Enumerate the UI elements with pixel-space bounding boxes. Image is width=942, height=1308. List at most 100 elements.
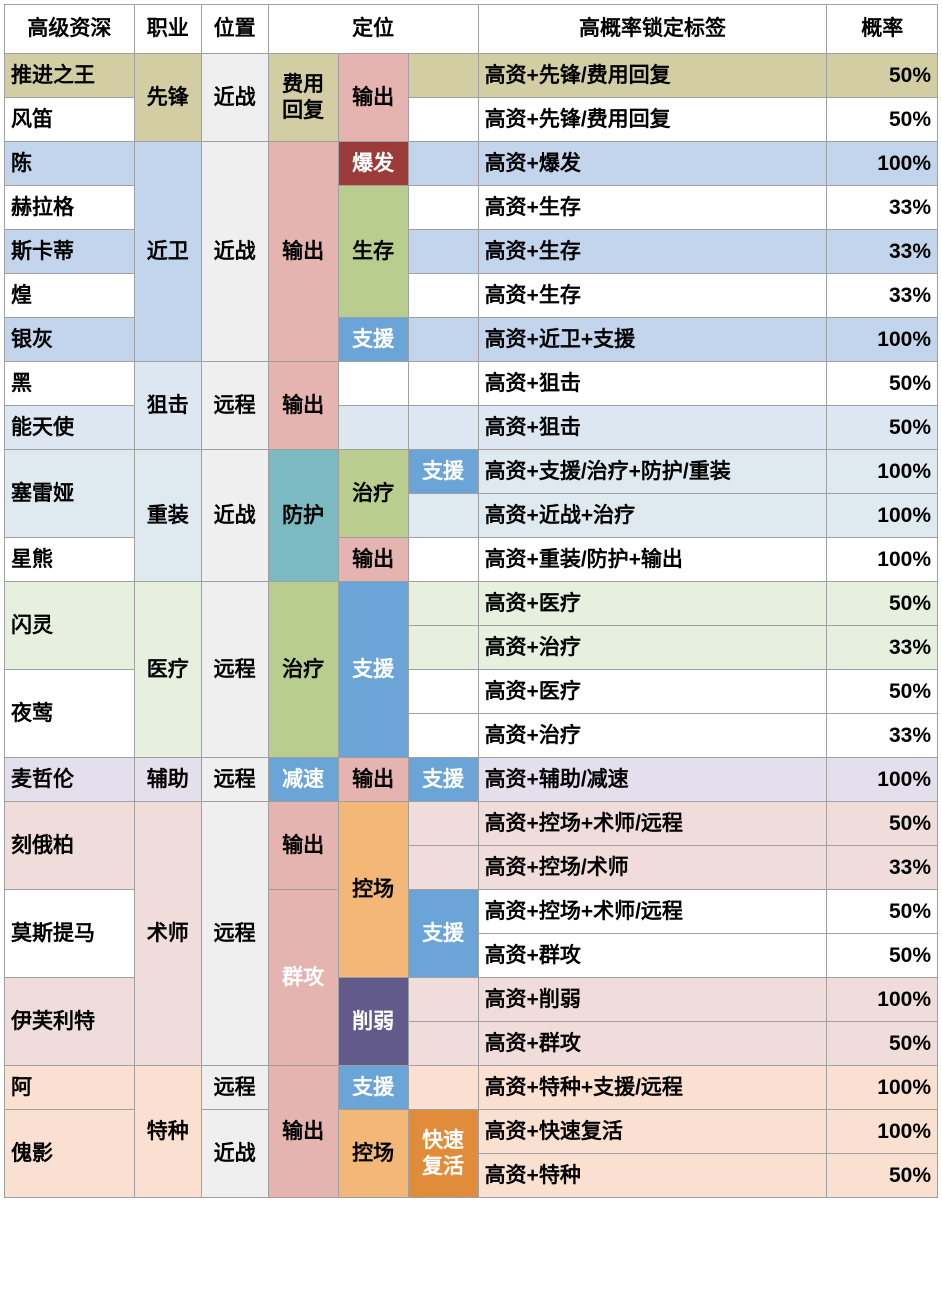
lock-tag: 高资+生存	[478, 186, 827, 230]
probability: 50%	[827, 670, 938, 714]
role-cell-2: 输出	[338, 54, 408, 142]
class-cell: 先锋	[134, 54, 201, 142]
role-cell-1: 减速	[268, 758, 338, 802]
header-row: 高级资深职业位置定位高概率锁定标签概率	[5, 5, 938, 54]
role-cell-2: 输出	[338, 758, 408, 802]
operator-name: 赫拉格	[5, 186, 135, 230]
table-row: 黑狙击远程输出高资+狙击50%	[5, 362, 938, 406]
operator-name: 傀影	[5, 1110, 135, 1198]
lock-tag: 高资+狙击	[478, 362, 827, 406]
lock-tag: 高资+重装/防护+输出	[478, 538, 827, 582]
operator-name: 莫斯提马	[5, 890, 135, 978]
role-cell-3: 支援	[408, 758, 478, 802]
probability: 50%	[827, 98, 938, 142]
table-row: 陈近卫近战输出爆发高资+爆发100%	[5, 142, 938, 186]
role-cell-3	[408, 1066, 478, 1110]
role-cell-2: 生存	[338, 186, 408, 318]
role-cell-3	[408, 978, 478, 1022]
probability: 100%	[827, 758, 938, 802]
role-cell-3: 支援	[408, 450, 478, 494]
class-cell: 特种	[134, 1066, 201, 1198]
lock-tag: 高资+快速复活	[478, 1110, 827, 1154]
probability: 33%	[827, 626, 938, 670]
operator-name: 推进之王	[5, 54, 135, 98]
header-cell: 职业	[134, 5, 201, 54]
role-cell-2: 削弱	[338, 978, 408, 1066]
operator-name: 闪灵	[5, 582, 135, 670]
lock-tag: 高资+特种+支援/远程	[478, 1066, 827, 1110]
class-cell: 辅助	[134, 758, 201, 802]
role-cell-3	[408, 802, 478, 846]
lock-tag: 高资+辅助/减速	[478, 758, 827, 802]
probability: 50%	[827, 1154, 938, 1198]
operator-name: 阿	[5, 1066, 135, 1110]
role-cell-3	[408, 846, 478, 890]
role-cell-3	[408, 230, 478, 274]
role-cell-3	[408, 538, 478, 582]
role-cell-1: 输出	[268, 142, 338, 362]
role-cell-1: 治疗	[268, 582, 338, 758]
probability: 33%	[827, 186, 938, 230]
table-row: 推进之王先锋近战费用回复输出高资+先锋/费用回复50%	[5, 54, 938, 98]
lock-tag: 高资+医疗	[478, 582, 827, 626]
role-cell-2	[338, 362, 408, 406]
role-cell-1: 群攻	[268, 890, 338, 1066]
role-cell-3	[408, 142, 478, 186]
probability: 33%	[827, 274, 938, 318]
role-cell-3	[408, 98, 478, 142]
probability: 50%	[827, 890, 938, 934]
table-row: 阿特种远程输出支援高资+特种+支援/远程100%	[5, 1066, 938, 1110]
lock-tag: 高资+生存	[478, 230, 827, 274]
probability: 50%	[827, 362, 938, 406]
probability: 100%	[827, 450, 938, 494]
probability: 50%	[827, 1022, 938, 1066]
role-cell-3	[408, 54, 478, 98]
probability: 33%	[827, 846, 938, 890]
position-cell: 远程	[201, 802, 268, 1066]
probability: 100%	[827, 142, 938, 186]
position-cell: 远程	[201, 758, 268, 802]
role-cell-1: 输出	[268, 362, 338, 450]
probability: 100%	[827, 494, 938, 538]
lock-tag: 高资+先锋/费用回复	[478, 98, 827, 142]
operator-name: 银灰	[5, 318, 135, 362]
operator-name: 黑	[5, 362, 135, 406]
role-cell-3	[408, 670, 478, 714]
role-cell-3	[408, 494, 478, 538]
table-row: 刻俄柏术师远程输出控场高资+控场+术师/远程50%	[5, 802, 938, 846]
position-cell: 远程	[201, 362, 268, 450]
role-cell-2	[338, 406, 408, 450]
role-cell-3	[408, 274, 478, 318]
lock-tag: 高资+治疗	[478, 626, 827, 670]
lock-tag: 高资+近战+治疗	[478, 494, 827, 538]
lock-tag: 高资+治疗	[478, 714, 827, 758]
role-cell-3	[408, 186, 478, 230]
lock-tag: 高资+先锋/费用回复	[478, 54, 827, 98]
class-cell: 狙击	[134, 362, 201, 450]
operator-name: 刻俄柏	[5, 802, 135, 890]
role-cell-1: 费用回复	[268, 54, 338, 142]
table-row: 闪灵医疗远程治疗支援高资+医疗50%	[5, 582, 938, 626]
table-row: 塞雷娅重装近战防护治疗支援高资+支援/治疗+防护/重装100%	[5, 450, 938, 494]
header-cell: 高级资深	[5, 5, 135, 54]
operator-name: 伊芙利特	[5, 978, 135, 1066]
probability: 100%	[827, 538, 938, 582]
probability: 50%	[827, 582, 938, 626]
position-cell: 近战	[201, 1110, 268, 1198]
role-cell-1: 防护	[268, 450, 338, 582]
operator-name: 斯卡蒂	[5, 230, 135, 274]
role-cell-2: 控场	[338, 802, 408, 978]
role-cell-2: 支援	[338, 318, 408, 362]
operator-name: 塞雷娅	[5, 450, 135, 538]
position-cell: 近战	[201, 450, 268, 582]
probability: 100%	[827, 978, 938, 1022]
position-cell: 远程	[201, 582, 268, 758]
lock-tag: 高资+削弱	[478, 978, 827, 1022]
class-cell: 术师	[134, 802, 201, 1066]
lock-tag: 高资+群攻	[478, 934, 827, 978]
lock-tag: 高资+特种	[478, 1154, 827, 1198]
probability: 100%	[827, 318, 938, 362]
class-cell: 近卫	[134, 142, 201, 362]
lock-tag: 高资+狙击	[478, 406, 827, 450]
role-cell-2: 爆发	[338, 142, 408, 186]
